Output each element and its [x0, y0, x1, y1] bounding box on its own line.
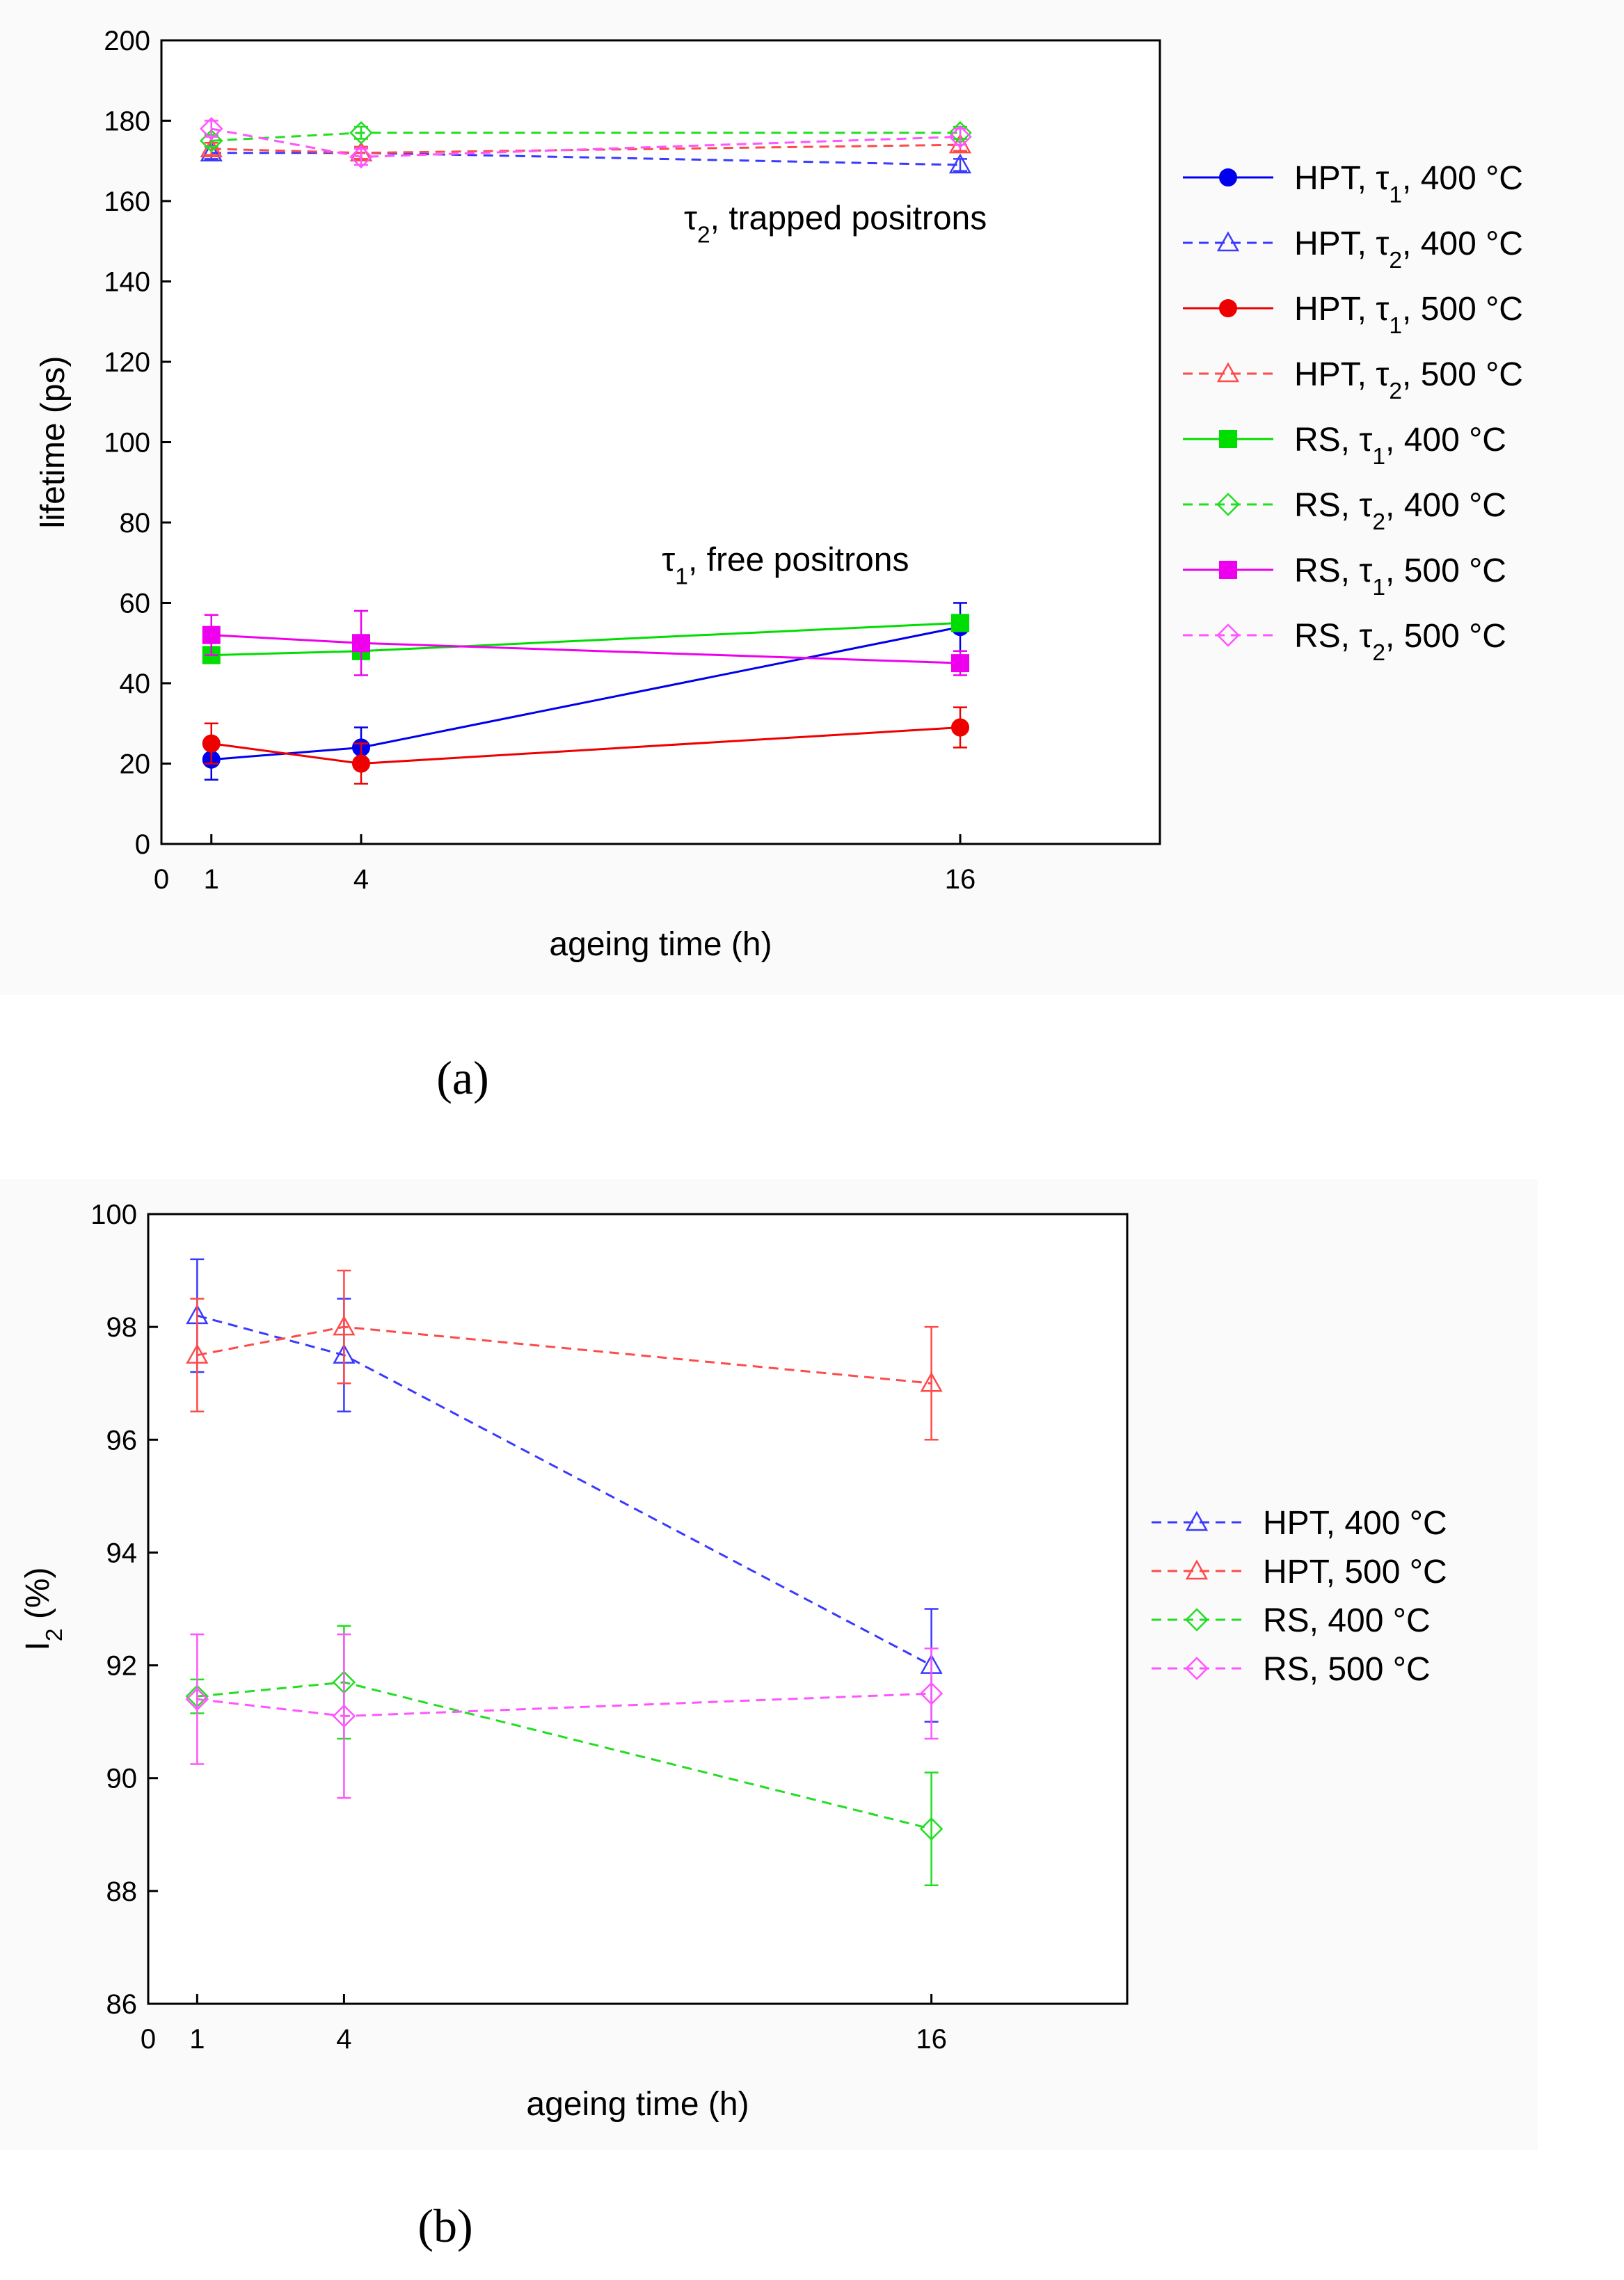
y-tick-label: 100	[104, 428, 150, 459]
data-point-rs-1-500-c	[202, 625, 221, 644]
y-tick-label: 88	[106, 1876, 138, 1907]
data-point-rs-2-500-c	[199, 117, 223, 141]
y-tick-label: 140	[104, 267, 150, 298]
x-tick-label: 0	[154, 864, 169, 895]
legend-marker-hpt-1-500-c	[1219, 299, 1237, 317]
data-point-rs-500-c	[185, 1687, 209, 1711]
data-point-hpt-2-500-c	[200, 137, 223, 158]
y-tick-label: 96	[106, 1425, 138, 1456]
y-tick-label: 80	[120, 508, 151, 539]
legend-marker-rs-1-500-c	[1219, 561, 1237, 579]
data-point-rs-1-500-c	[951, 654, 969, 673]
y-tick-label: 90	[106, 1764, 138, 1794]
legend-marker-rs-400-c	[1185, 1608, 1209, 1632]
legend-marker-hpt-2-500-c	[1216, 362, 1240, 383]
legend-marker-hpt-1-400-c	[1219, 168, 1237, 186]
data-point-rs-2-400-c	[349, 121, 373, 145]
x-axis-label: ageing time (h)	[526, 2086, 749, 2123]
data-point-hpt-1-500-c	[202, 734, 221, 753]
x-tick-label: 4	[353, 864, 369, 895]
panel-a-chart: 0 20 40 60 80 100 120 140 160 180 200 0 1 4 16 ageing t…	[35, 26, 1523, 1104]
x-tick-label: 1	[204, 864, 219, 895]
annotation-text: τ2, trapped positrons	[684, 200, 987, 248]
legend-label-rs-500-c: RS, 500 °C	[1263, 1651, 1431, 1688]
legend-label-hpt-500-c: HPT, 500 °C	[1263, 1554, 1447, 1591]
data-point-rs-1-500-c	[352, 634, 370, 653]
data-point-hpt-1-500-c	[352, 754, 370, 773]
plot-frame	[147, 1213, 1129, 2005]
data-point-rs-500-c	[332, 1704, 356, 1728]
legend-marker-hpt-500-c	[1185, 1559, 1209, 1580]
data-point-rs-2-500-c	[349, 145, 373, 169]
y-tick-label: 86	[106, 1989, 138, 2020]
y-tick-label: 98	[106, 1312, 138, 1343]
legend-marker-rs-1-400-c	[1219, 430, 1237, 448]
data-point-hpt-2-400-c	[200, 141, 223, 161]
legend-marker-rs-2-500-c	[1216, 623, 1240, 647]
x-tick-label: 0	[141, 2024, 156, 2055]
legend-label-rs-400-c: RS, 400 °C	[1263, 1602, 1431, 1639]
y-tick-label: 20	[120, 749, 151, 780]
y-tick-label: 120	[104, 347, 150, 378]
legend-label-rs-2-500-c: RS, τ2, 500 °C	[1294, 618, 1506, 666]
x-tick-label: 1	[189, 2024, 205, 2055]
panel-label: (a)	[436, 1051, 488, 1104]
legend-label-hpt-2-500-c: HPT, τ2, 500 °C	[1294, 356, 1523, 404]
data-point-hpt-500-c	[333, 1315, 356, 1336]
x-tick-label: 4	[336, 2024, 351, 2055]
x-axis-label: ageing time (h)	[549, 926, 772, 963]
annotation-text: τ1, free positrons	[662, 541, 909, 589]
legend-marker-rs-2-400-c	[1216, 493, 1240, 516]
y-axis-label: I2 (%)	[19, 1567, 67, 1650]
panel-label: (b)	[417, 2199, 472, 2252]
panel-b-chart: 86 88 90 92 94 96 98 100 0 1 4 16 ageing time (h) I2 …	[19, 1199, 1447, 2252]
x-tick-label: 16	[945, 864, 976, 895]
legend-label-hpt-1-500-c: HPT, τ1, 500 °C	[1294, 291, 1523, 339]
y-tick-label: 100	[90, 1199, 137, 1230]
y-tick-label: 200	[104, 26, 150, 56]
legend-marker-rs-500-c	[1185, 1657, 1209, 1680]
data-point-hpt-1-500-c	[951, 718, 969, 737]
plot-frame	[160, 39, 1161, 845]
data-point-hpt-500-c	[920, 1371, 943, 1392]
legend-label-rs-2-400-c: RS, τ2, 400 °C	[1294, 487, 1506, 535]
y-axis-label: lifetime (ps)	[35, 356, 72, 528]
y-tick-label: 92	[106, 1651, 138, 1682]
y-tick-label: 160	[104, 186, 150, 217]
data-point-hpt-2-500-c	[948, 133, 972, 154]
data-point-rs-400-c	[919, 1817, 944, 1841]
y-tick-label: 0	[135, 829, 150, 860]
y-tick-label: 40	[120, 669, 151, 699]
legend-label-rs-1-400-c: RS, τ1, 400 °C	[1294, 422, 1506, 470]
data-point-rs-2-500-c	[948, 125, 972, 149]
data-point-hpt-500-c	[186, 1344, 209, 1364]
data-point-rs-1-400-c	[951, 614, 969, 632]
legend-label-hpt-400-c: HPT, 400 °C	[1263, 1505, 1447, 1542]
y-tick-label: 180	[104, 106, 150, 137]
legend-marker-hpt-2-400-c	[1216, 231, 1240, 252]
y-tick-label: 94	[106, 1538, 138, 1568]
x-tick-label: 16	[916, 2024, 947, 2055]
legend-marker-hpt-400-c	[1185, 1510, 1209, 1531]
data-point-rs-500-c	[919, 1682, 944, 1705]
legend-label-hpt-1-400-c: HPT, τ1, 400 °C	[1294, 160, 1523, 208]
legend-label-hpt-2-400-c: HPT, τ2, 400 °C	[1294, 225, 1523, 273]
legend-label-rs-1-500-c: RS, τ1, 500 °C	[1294, 552, 1506, 600]
data-point-hpt-2-400-c	[948, 153, 972, 174]
y-tick-label: 60	[120, 589, 151, 619]
